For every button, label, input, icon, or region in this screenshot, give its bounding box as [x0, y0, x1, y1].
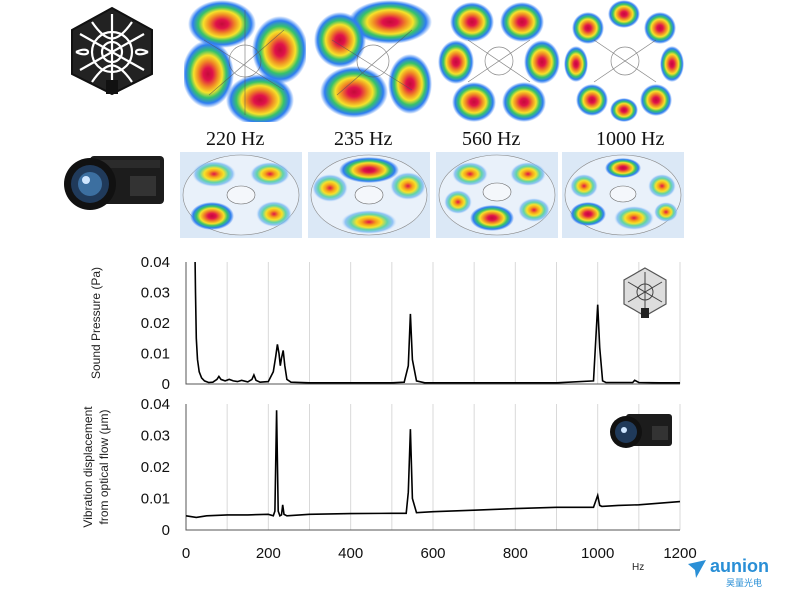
x-tick-label: 600 — [420, 545, 445, 562]
acoustic-camera-icon — [620, 266, 670, 320]
y-tick-label: 0.01 — [141, 346, 170, 363]
y-tick-label: 0.03 — [141, 428, 170, 445]
sound-pressure-chart: 0 0.01 0.02 0.03 0.04 Sound Pressure (Pa) — [89, 254, 681, 393]
y-tick-label: 0 — [162, 376, 170, 393]
x-tick-label: 1000 — [581, 545, 614, 562]
y-tick-label: 0 — [162, 522, 170, 539]
high-speed-camera-icon — [608, 410, 674, 450]
freq-label-235: 235 Hz — [334, 128, 393, 150]
heatmap-top-560hz — [438, 0, 560, 122]
chart2-y-axis-label-line2: from optical flow (μm) — [97, 410, 111, 525]
chart1-axes — [185, 262, 680, 385]
heatmap-top-235hz — [312, 0, 434, 122]
high-speed-camera-icon — [60, 150, 166, 212]
heatmap-mid-220hz — [180, 152, 302, 238]
sound-pressure-series — [194, 261, 680, 384]
x-tick-label: 200 — [256, 545, 281, 562]
chart2-axes — [185, 404, 680, 531]
x-tick-label: 800 — [503, 545, 528, 562]
y-tick-label: 0.04 — [141, 254, 170, 271]
brand-watermark: aunion 昊量光电 — [686, 556, 786, 588]
watermark-sub: 昊量光电 — [726, 578, 763, 588]
freq-label-1000: 1000 Hz — [596, 128, 665, 150]
x-tick-label: 1200 — [663, 545, 696, 562]
y-tick-label: 0.03 — [141, 285, 170, 302]
y-tick-label: 0.02 — [141, 315, 170, 332]
acoustic-camera-icon — [62, 4, 162, 96]
vibration-displacement-chart: 00.010.020.030.04 0 200 400 600 800 1000 1200 … — [81, 396, 697, 573]
freq-label-220: 220 Hz — [206, 128, 265, 150]
vibration-displacement-series — [185, 410, 681, 519]
watermark-brand: aunion — [710, 556, 769, 576]
heatmap-mid-560hz — [436, 152, 558, 238]
freq-label-560: 560 Hz — [462, 128, 521, 150]
heatmap-mid-1000hz — [562, 152, 684, 238]
y-tick-label: 0.04 — [141, 396, 170, 413]
x-tick-label: 0 — [182, 545, 190, 562]
heatmap-mid-235hz — [308, 152, 430, 238]
heatmap-top-1000hz — [564, 0, 686, 122]
chart1-y-axis-label: Sound Pressure (Pa) — [89, 267, 103, 379]
logo-icon — [688, 560, 706, 578]
chart2-y-axis-label-line1: Vibration displacement — [81, 406, 95, 528]
chart2-x-axis-label: Hz — [632, 562, 644, 573]
y-tick-label: 0.02 — [141, 459, 170, 476]
heatmap-top-220hz — [182, 0, 308, 126]
y-tick-label: 0.01 — [141, 491, 170, 508]
x-tick-label: 400 — [338, 545, 363, 562]
